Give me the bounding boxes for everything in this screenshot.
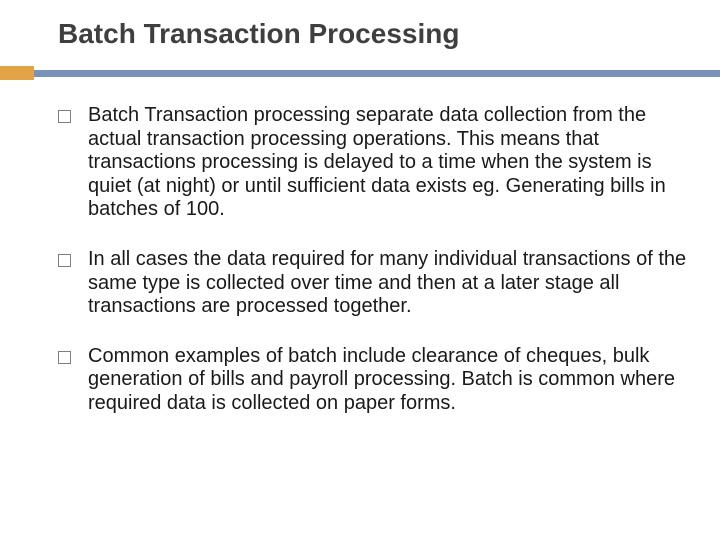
slide-container: Batch Transaction Processing Batch Trans… (0, 0, 720, 540)
list-item: In all cases the data required for many … (58, 248, 690, 319)
list-item: Batch Transaction processing separate da… (58, 104, 690, 222)
bullet-list: Batch Transaction processing separate da… (30, 104, 690, 416)
bullet-body: In all cases the data required for many … (88, 248, 686, 317)
bullet-body: Common examples of batch include clearan… (88, 345, 675, 414)
accent-blue-line (34, 70, 720, 77)
accent-orange-box (0, 66, 34, 80)
list-item: Common examples of batch include clearan… (58, 345, 690, 416)
page-title: Batch Transaction Processing (58, 18, 690, 50)
title-divider (30, 66, 690, 80)
bullet-lead: Batch Transaction (88, 104, 254, 126)
